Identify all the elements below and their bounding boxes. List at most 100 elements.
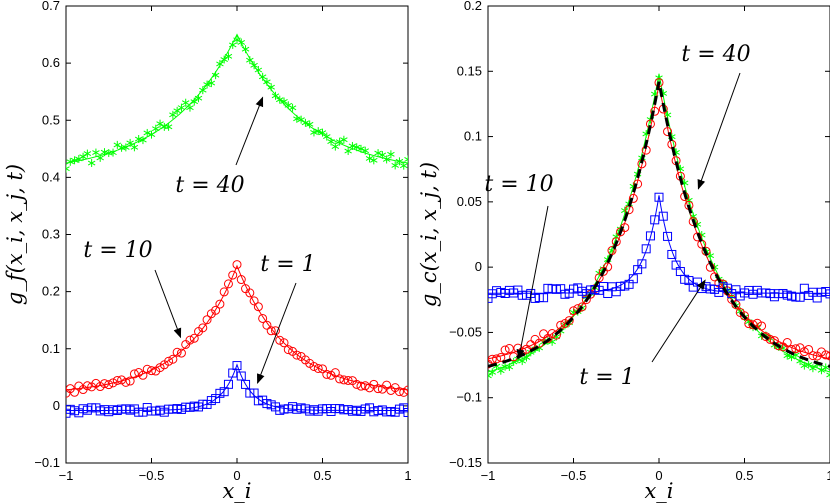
data-point [223, 379, 233, 389]
left-panel: −1 −0.5 0 0.5 1 −0.1 0 0.1 0.2 0.3 0.4 0.5 0.6 0.7 x_i… [3, 0, 412, 503]
data-point [305, 120, 314, 129]
data-point [488, 293, 493, 303]
data-point [825, 289, 830, 299]
data-point [387, 150, 395, 159]
data-point [262, 320, 272, 330]
data-point [356, 381, 366, 391]
data-point [173, 106, 181, 115]
annotation-arrow [235, 96, 264, 166]
data-point [129, 369, 139, 379]
y-tick-label: 0.4 [42, 169, 60, 184]
data-point [70, 387, 80, 397]
data-point [322, 369, 332, 379]
data-point [497, 366, 505, 375]
data-point [246, 56, 254, 65]
x-tick-label: 0 [233, 468, 240, 483]
data-point [164, 356, 174, 366]
y-axis-label: g_f(x_i, x_j, t) [3, 164, 27, 305]
y-tick-label: 0.05 [457, 194, 482, 209]
data-point [232, 361, 242, 371]
data-point [189, 333, 199, 343]
y-tick-label: −0.1 [34, 455, 60, 470]
fit-line-t1 [488, 195, 830, 294]
data-point [96, 153, 104, 162]
y-tick-label: −0.15 [449, 455, 482, 470]
data-point [658, 211, 668, 221]
data-point [283, 345, 293, 355]
data-point [232, 260, 242, 270]
data-point [373, 384, 383, 394]
data-point [663, 127, 673, 137]
data-point [126, 138, 134, 147]
data-point [391, 161, 399, 170]
data-point [203, 80, 211, 89]
data-point [66, 164, 70, 173]
data-point [70, 156, 79, 165]
data-point [275, 335, 285, 345]
annotation-label: t = 40 [681, 42, 750, 67]
data-point [378, 150, 387, 159]
x-tick-label: 1 [826, 468, 830, 483]
data-point [310, 128, 318, 137]
data-point [164, 122, 173, 131]
data-point [496, 352, 506, 362]
y-tick-label: 0.2 [464, 0, 482, 13]
data-point [185, 335, 195, 345]
data-point [215, 299, 225, 309]
data-point [211, 305, 221, 315]
annotation-arrow [697, 72, 741, 190]
data-point [731, 300, 741, 310]
data-point [740, 311, 749, 321]
data-point [112, 375, 122, 385]
right-panel: −1 −0.5 0 0.5 1 −0.15 −0.1 −0.05 0 0.05 0.1 0.15 0.2… [417, 0, 830, 503]
data-point [280, 97, 288, 106]
data-point [641, 244, 651, 254]
annotation-arrow [257, 282, 297, 384]
data-point [343, 375, 353, 385]
y-tick-label: 0.6 [42, 55, 60, 70]
data-point [168, 354, 178, 364]
data-point [176, 348, 186, 358]
data-point [539, 293, 549, 303]
data-point [211, 71, 220, 80]
x-tick-label: 0 [655, 468, 662, 483]
data-point [190, 97, 198, 106]
data-point [663, 231, 673, 241]
y-axis-label: g_c(x_i, x_j, t) [417, 162, 441, 307]
data-point [488, 354, 497, 364]
x-tick-label: −0.5 [139, 468, 165, 483]
data-point [147, 366, 156, 376]
fit-line-t10 [66, 264, 408, 391]
annotation-label: t = 10 [83, 238, 152, 263]
data-point [147, 130, 156, 139]
annotation-arrow [516, 205, 549, 360]
data-point [99, 379, 109, 389]
data-point [667, 249, 677, 259]
data-point [399, 161, 408, 170]
data-point [808, 351, 818, 361]
data-point [628, 274, 638, 284]
data-point [352, 379, 362, 389]
data-point [249, 296, 259, 306]
data-point [339, 375, 349, 385]
annotation-arrow [651, 279, 706, 363]
x-tick-label: −1 [59, 468, 74, 483]
plot-frame [65, 5, 409, 464]
data-point [250, 61, 258, 70]
data-point [109, 148, 117, 157]
data-point [804, 360, 813, 369]
data-point [791, 344, 801, 354]
data-point [500, 345, 510, 355]
data-point [79, 152, 87, 161]
data-point [270, 326, 280, 336]
data-point [757, 321, 767, 331]
y-tick-label: −0.1 [456, 390, 482, 405]
data-point [394, 387, 404, 397]
data-point [122, 143, 130, 152]
data-point [335, 374, 345, 384]
data-point [181, 98, 190, 107]
data-point [330, 368, 340, 378]
data-point [297, 115, 305, 124]
data-point [216, 59, 224, 68]
data-point [352, 143, 361, 152]
